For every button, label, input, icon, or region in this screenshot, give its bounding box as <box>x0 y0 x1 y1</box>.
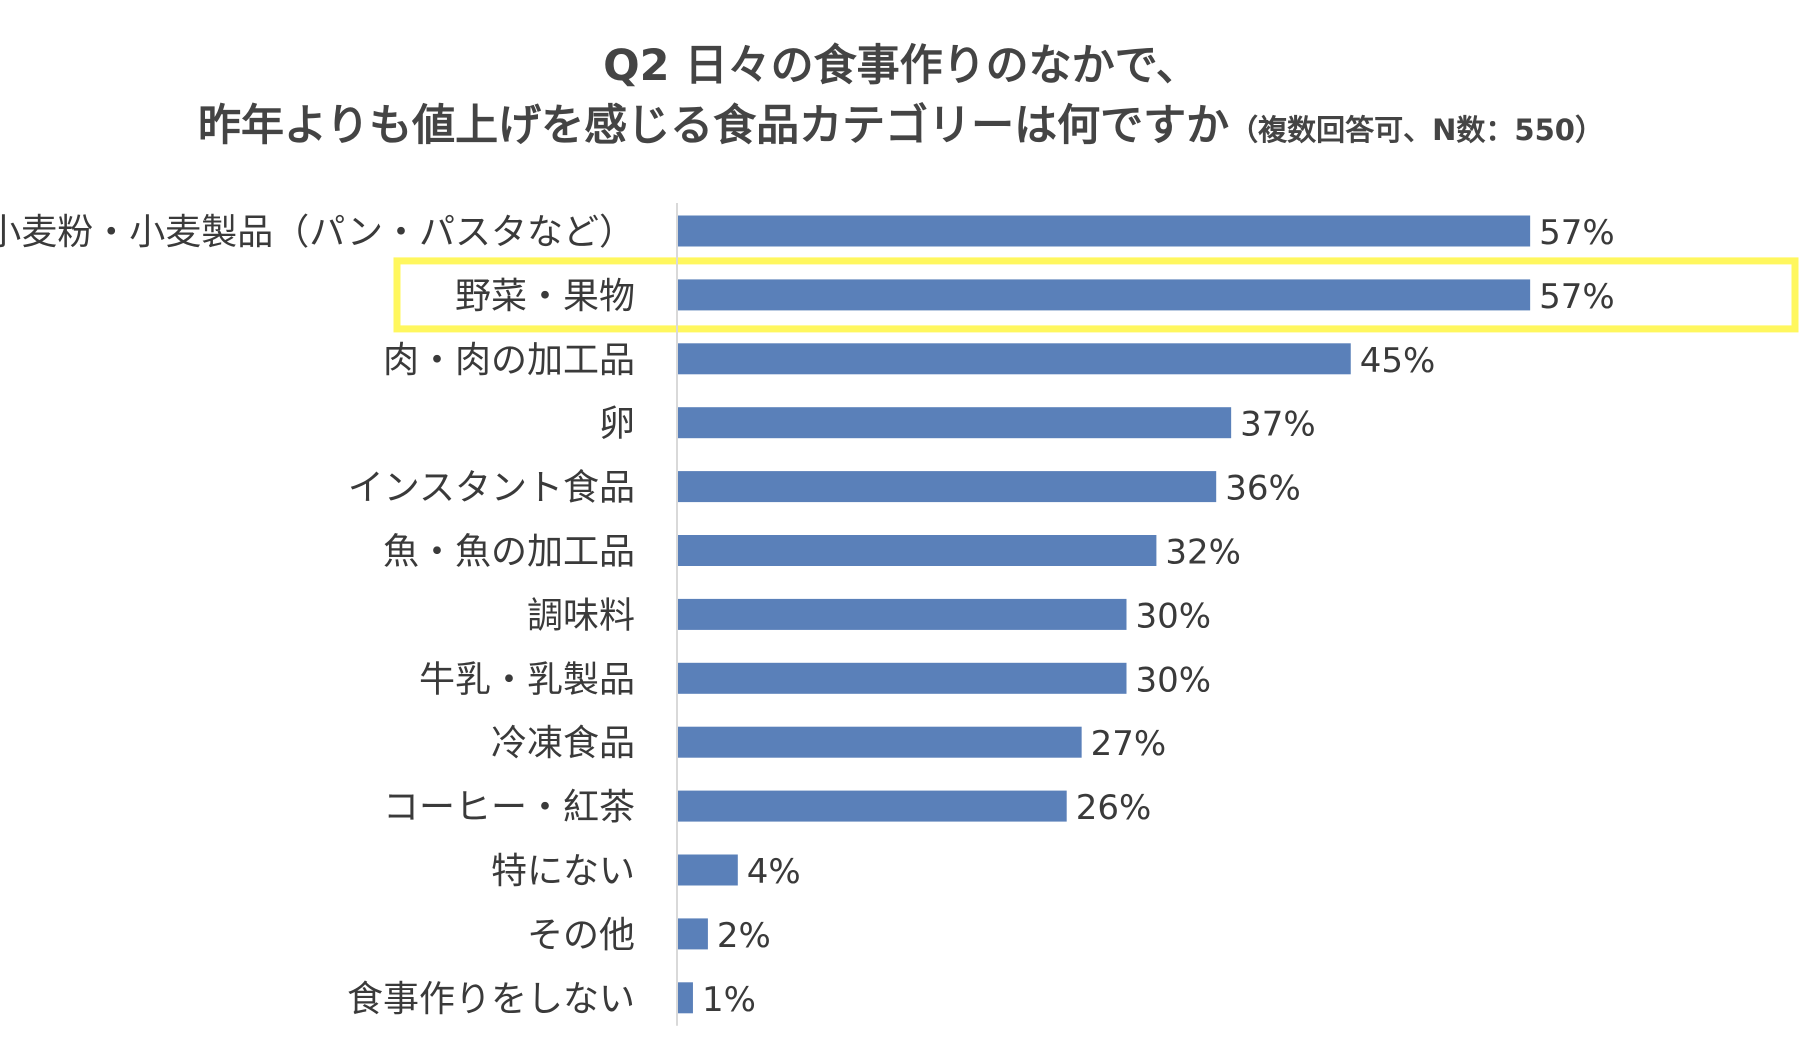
bars-layer <box>676 203 1531 1026</box>
category-label: 魚・魚の加工品 <box>383 532 635 573</box>
value-label: 27% <box>1091 724 1167 764</box>
bar <box>678 343 1351 375</box>
value-label: 57% <box>1539 213 1615 253</box>
category-label: 牛乳・乳製品 <box>419 659 635 700</box>
value-label: 26% <box>1076 788 1152 828</box>
chart-title-main: 昨年よりも値上げを感じる食品カテゴリーは何ですか <box>198 101 1230 151</box>
bar <box>678 726 1082 758</box>
value-label: 4% <box>747 852 801 892</box>
bar <box>678 471 1217 503</box>
bar <box>678 279 1531 311</box>
chart-title-line1: Q2 日々の食事作りのなかで、 <box>603 41 1199 91</box>
value-label: 57% <box>1539 277 1615 317</box>
value-label: 1% <box>702 980 756 1020</box>
labels-layer: 小麦粉・小麦製品（パン・パスタなど） 57% 野菜・果物 57% 肉・肉の加工品 45% 卵… <box>0 212 1615 1020</box>
category-label: 冷凍食品 <box>491 723 635 764</box>
category-label: 肉・肉の加工品 <box>383 340 635 381</box>
highlight-box <box>393 257 1799 333</box>
bar <box>678 790 1067 822</box>
bar <box>678 854 738 886</box>
chart-title-line2: 昨年よりも値上げを感じる食品カテゴリーは何ですか（複数回答可、N数：550） <box>0 96 1802 160</box>
bar <box>678 918 708 950</box>
bar <box>678 407 1232 439</box>
value-label: 32% <box>1165 533 1241 573</box>
category-label: インスタント食品 <box>348 468 635 509</box>
category-label: 特にない <box>491 851 635 892</box>
bar <box>678 982 693 1014</box>
value-label: 45% <box>1360 341 1436 381</box>
category-label: 野菜・果物 <box>455 276 635 317</box>
bar <box>678 535 1157 566</box>
bar <box>678 662 1127 694</box>
chart-title-note: （複数回答可、N数：550） <box>1229 113 1604 147</box>
category-label: 小麦粉・小麦製品（パン・パスタなど） <box>0 212 635 253</box>
category-label: その他 <box>527 915 635 956</box>
category-label: コーヒー・紅茶 <box>383 787 635 828</box>
value-label: 30% <box>1136 596 1212 636</box>
bar <box>678 215 1531 247</box>
category-label: 卵 <box>599 404 635 445</box>
category-label: 食事作りをしない <box>347 979 635 1020</box>
chart-title: Q2 日々の食事作りのなかで、 昨年よりも値上げを感じる食品カテゴリーは何ですか… <box>0 36 1802 160</box>
value-label: 37% <box>1240 405 1316 445</box>
highlight-layer <box>393 257 1799 333</box>
value-label: 36% <box>1225 469 1301 509</box>
value-label: 30% <box>1136 660 1212 700</box>
bar <box>678 598 1127 630</box>
category-label: 調味料 <box>527 595 635 636</box>
value-label: 2% <box>717 916 771 956</box>
